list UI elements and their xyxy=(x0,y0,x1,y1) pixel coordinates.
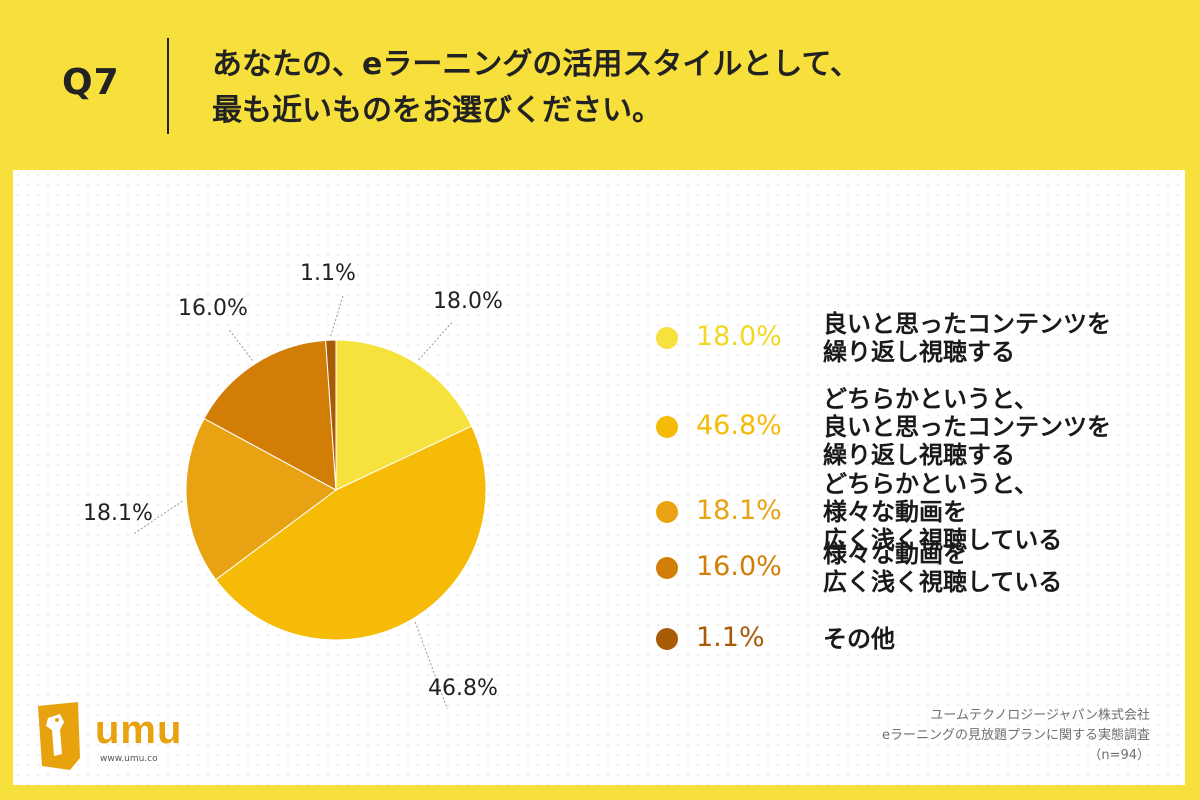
pie-slice-4 xyxy=(203,339,337,491)
question-line-1: あなたの、eラーニングの活用スタイルとして、 xyxy=(212,47,860,82)
leader-line-3 xyxy=(133,500,183,535)
legend-swatch xyxy=(656,327,678,349)
legend-label: 様々な動画を 広く浅く視聴している xyxy=(823,540,1062,596)
legend-label-line: 繰り返し視聴する xyxy=(823,441,1015,469)
legend-label-line: 広く浅く視聴している xyxy=(823,526,1063,554)
umu-logo: umu www.umu.co xyxy=(30,700,181,776)
slice-label-1: 18.0% xyxy=(433,289,503,314)
legend-percent: 18.0% xyxy=(696,321,782,352)
footnote-company: ユームテクノロジージャパン株式会社 xyxy=(930,708,1150,723)
legend-label: 良いと思ったコンテンツを 繰り返し視聴する xyxy=(823,310,1111,366)
legend-label-line: 様々な動画を xyxy=(823,540,967,568)
source-footnote: ユームテクノロジージャパン株式会社 eラーニングの見放題プランに関する実態調査 … xyxy=(882,706,1150,766)
header-divider xyxy=(167,38,169,134)
legend-swatch xyxy=(656,416,678,438)
leader-line-2 xyxy=(414,621,448,710)
pie-slice-1 xyxy=(335,339,473,491)
question-line-2: 最も近いものをお選びください。 xyxy=(212,93,662,128)
slice-label-4: 16.0% xyxy=(178,296,248,321)
question-number: Q7 xyxy=(62,62,120,103)
legend-label-line: 良いと思ったコンテンツを xyxy=(823,310,1111,338)
question-text: あなたの、eラーニングの活用スタイルとして、 最も近いものをお選びください。 xyxy=(212,42,1112,134)
logo-url: www.umu.co xyxy=(100,754,158,764)
leader-line-5 xyxy=(330,293,345,337)
giraffe-logo-icon xyxy=(38,702,80,770)
legend-label: どちらかというと、 様々な動画を 広く浅く視聴している xyxy=(823,470,1062,554)
legend-swatch xyxy=(656,501,678,523)
logo-wordmark: umu xyxy=(95,708,183,752)
legend-label-line: 繰り返し視聴する xyxy=(823,338,1015,366)
legend-percent: 1.1% xyxy=(696,622,765,653)
legend-label-line: その他 xyxy=(823,625,895,653)
legend-percent: 16.0% xyxy=(696,551,782,582)
legend-swatch xyxy=(656,628,678,650)
legend-label-line: どちらかというと、 xyxy=(823,470,1039,498)
legend-label-line: 様々な動画を xyxy=(823,498,967,526)
pie-slice-5 xyxy=(325,339,337,491)
legend-swatch xyxy=(656,557,678,579)
slice-label-2: 46.8% xyxy=(428,676,498,701)
legend-percent: 46.8% xyxy=(696,410,782,441)
leader-line-1 xyxy=(418,321,453,361)
legend-label-line: 広く浅く視聴している xyxy=(823,568,1063,596)
legend-percent: 18.1% xyxy=(696,495,782,526)
pie-slice-3 xyxy=(185,417,337,581)
legend-label: どちらかというと、 良いと思ったコンテンツを 繰り返し視聴する xyxy=(823,385,1111,469)
slice-label-3: 18.1% xyxy=(83,501,153,526)
pie-chart: 18.0% 46.8% 18.1% 16.0% 1.1% xyxy=(83,261,503,710)
legend-label-line: 良いと思ったコンテンツを xyxy=(823,413,1111,441)
slice-label-5: 1.1% xyxy=(300,261,356,286)
chart-panel: 18.0% 46.8% 18.1% 16.0% 1.1% 18.0% 良いと思ったコンテン… xyxy=(13,170,1185,785)
footnote-survey: eラーニングの見放題プランに関する実態調査 xyxy=(882,728,1150,743)
legend-label-line: どちらかというと、 xyxy=(823,385,1039,413)
legend-label: その他 xyxy=(823,625,895,653)
pie-slice-2 xyxy=(215,425,487,641)
leader-line-4 xyxy=(228,328,254,361)
footnote-sample: （n=94） xyxy=(1088,748,1150,763)
